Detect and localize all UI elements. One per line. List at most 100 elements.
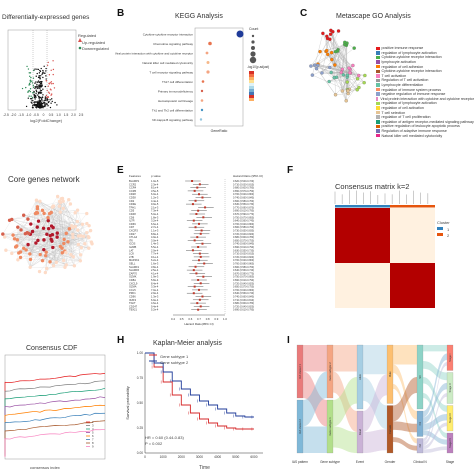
metascape-legend: positive immune response regulation of ly… <box>376 46 474 138</box>
volcano-point <box>42 76 44 79</box>
forest-gene-label: SLAMF6 <box>129 268 140 272</box>
volcano-point <box>28 89 30 92</box>
volcano-point <box>42 105 45 108</box>
forest-point <box>201 242 204 245</box>
metascape-node <box>314 66 319 71</box>
metascape-legend-item: regulation of cell activation <box>376 106 474 111</box>
metascape-edge <box>334 44 345 66</box>
network-node <box>87 246 91 250</box>
km-ytick: 0.00 <box>137 451 143 455</box>
volcano-point <box>37 68 40 71</box>
metascape-legend-label: regulation of cell activation <box>381 106 424 111</box>
metascape-edge <box>329 30 339 40</box>
volcano-legend-down: Downregulated <box>82 46 109 51</box>
forest-p-value: 8.8e-4 <box>151 232 159 236</box>
sankey-flow <box>423 345 447 352</box>
sankey-axis-label: Clinical N <box>413 460 427 464</box>
forest-point <box>195 213 198 215</box>
volcano-point <box>45 104 47 106</box>
volcano-point <box>21 87 24 90</box>
metascape-legend-label: regulation of cell adhesion <box>381 64 424 69</box>
forest-hr-text: 0.730 (0.650-0.830) <box>233 230 254 233</box>
forest-point <box>199 282 202 285</box>
metascape-legend-item: regulation of T cell proliferation <box>376 115 474 120</box>
forest-p-value: 6.9e-4 <box>151 298 159 302</box>
network-node <box>80 222 85 226</box>
network-node <box>51 245 55 250</box>
sankey-flow <box>393 364 417 420</box>
kegg-legend-size <box>251 34 255 38</box>
metascape-node <box>340 67 345 72</box>
metascape-node <box>340 89 345 93</box>
forest-p-value: 3.2e-4 <box>151 219 159 223</box>
metascape-edge <box>335 93 349 95</box>
sankey-node <box>446 344 454 371</box>
network-edge <box>14 238 47 253</box>
metascape-edge <box>312 67 330 76</box>
metascape-node <box>336 29 341 33</box>
network-node <box>28 257 33 262</box>
km-legend-1: Gene subtype 1 <box>160 354 189 359</box>
metascape-legend-label: Lymphocyte differentiation <box>381 83 424 88</box>
volcano-point <box>29 90 32 93</box>
network-node <box>34 210 39 215</box>
km-ytick: 1.00 <box>137 351 143 355</box>
network-edge <box>62 198 76 227</box>
network-edge <box>36 200 89 237</box>
metascape-edge <box>312 33 324 76</box>
volcano-point <box>45 80 48 82</box>
network-edge <box>28 200 37 234</box>
metascape-edge <box>317 63 351 74</box>
sankey-node <box>356 410 364 454</box>
metascape-legend-swatch <box>376 133 380 138</box>
cdf-legend-label: 7 <box>92 438 94 442</box>
volcano-point <box>35 81 37 83</box>
forest-gene-label: CD3E <box>129 202 136 206</box>
forest-gene-label: CD27 <box>129 232 136 236</box>
network-node <box>18 255 23 260</box>
kegg-legend-colorbar <box>249 98 254 101</box>
sankey-node <box>386 344 394 404</box>
sankey-flow <box>423 430 447 445</box>
forest-gene-label: LTB <box>129 255 134 259</box>
network-edge <box>78 244 81 261</box>
forest-gene-label: TPH1 <box>129 205 136 209</box>
network-edge <box>72 227 89 249</box>
network-edge <box>23 248 31 268</box>
network-node <box>37 269 42 274</box>
volcano-point <box>34 68 36 70</box>
panel-b-label: B <box>117 8 125 19</box>
volcano-point <box>34 82 36 84</box>
forest-point <box>198 259 200 262</box>
network-edge <box>14 200 37 239</box>
forest-hr-text: 0.670 (0.590-0.770) <box>233 213 254 216</box>
forest-gene-label: IKZF3 <box>129 298 137 302</box>
forest-point <box>202 275 205 278</box>
volcano-point <box>35 96 37 98</box>
forest-hr-text: 0.660 (0.580-0.760) <box>233 200 254 203</box>
volcano-point <box>43 72 46 74</box>
kegg-legend-size <box>249 56 257 64</box>
network-node <box>51 264 56 268</box>
metascape-legend-swatch <box>376 129 380 133</box>
panel-f-consensus-matrix: F Consensus matrix k=2 Cluster 1 2 <box>285 160 474 335</box>
network-edge <box>17 220 49 228</box>
forest-hr-text: 0.700 (0.620-0.800) <box>233 259 254 262</box>
forest-p-value: 7.7e-4 <box>151 252 159 256</box>
km-xtick: 2000 <box>178 455 185 459</box>
network-node <box>38 199 42 204</box>
metascape-legend-label: regulation of lymphocyte activation <box>381 101 437 106</box>
volcano-point <box>32 91 35 94</box>
panel-c-title: Metascape GO Analysis <box>336 13 411 20</box>
metascape-edge <box>349 78 358 90</box>
forest-gene-label: CD6 <box>129 215 135 219</box>
forest-hr-text: 0.640 (0.560-0.740) <box>233 292 254 295</box>
volcano-plot: -2.5 -2.0 -1.5 -1.0 -0.5 0 0.5 1.0 1.5 2.0 2.5 <box>3 29 83 117</box>
forest-point <box>204 206 207 209</box>
network-node <box>43 253 48 258</box>
volcano-legend-title: Regulated <box>78 33 97 38</box>
metascape-legend-label: T cell activation <box>381 73 407 78</box>
network-edge <box>51 212 57 263</box>
network-edge <box>17 227 89 237</box>
sankey-node-label: Stage I <box>448 353 452 361</box>
